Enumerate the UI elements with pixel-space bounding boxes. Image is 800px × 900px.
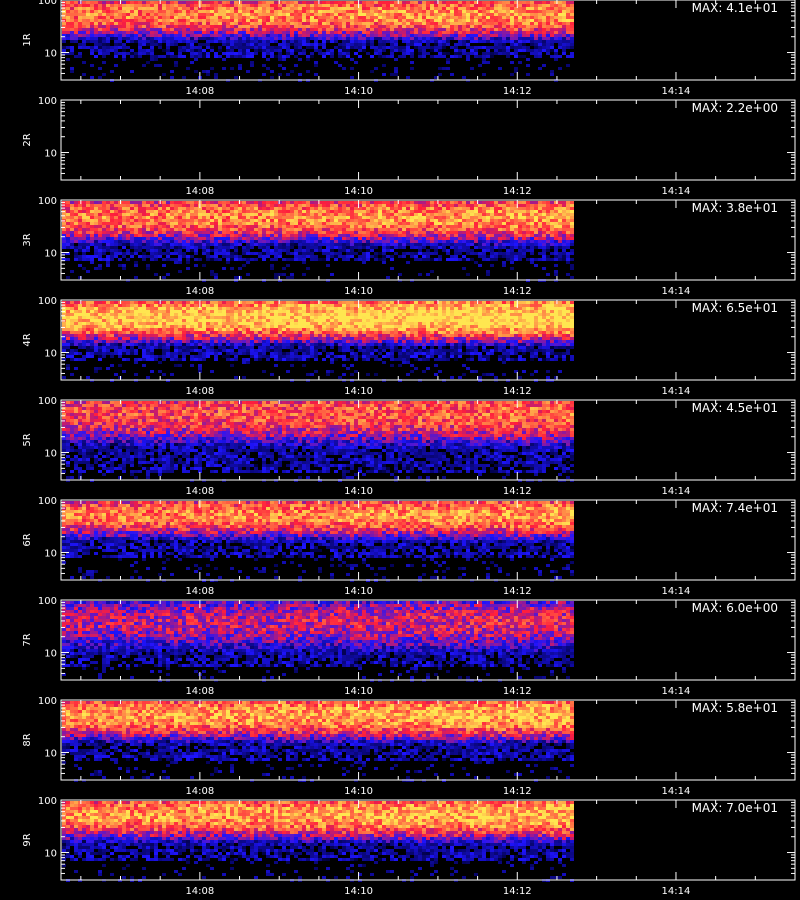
heatmap-cells xyxy=(62,301,574,382)
x-tick-label: 14:08 xyxy=(185,686,214,697)
y-tick-label: 100 xyxy=(38,96,57,107)
heatmap-cells xyxy=(62,701,574,782)
x-tick-label: 14:12 xyxy=(503,886,532,897)
x-tick-label: 14:08 xyxy=(185,886,214,897)
x-tick-label: 14:14 xyxy=(662,886,691,897)
y-axis: 10 100 xyxy=(38,96,795,180)
x-tick-label: 14:10 xyxy=(344,786,373,797)
plot-frame xyxy=(61,100,795,180)
x-tick-label: 14:10 xyxy=(344,286,373,297)
max-label: MAX: 7.4e+01 xyxy=(692,501,778,515)
y-tick-label: 100 xyxy=(38,596,57,607)
panel-2: 10 100 14:08 14:10 14:12 14:14 2R MAX: 2.2e+00 xyxy=(22,96,795,197)
heatmap-cells xyxy=(62,1,574,82)
y-tick-label: 10 xyxy=(44,749,57,760)
y-tick-label: 100 xyxy=(38,196,57,207)
panel-5: 10 100 14:08 14:10 14:12 14:14 5R MAX: 4.5e+01 xyxy=(22,396,795,497)
y-tick-label: 10 xyxy=(44,849,57,860)
panel-7: 10 100 14:08 14:10 14:12 14:14 7R MAX: 6.0e+00 xyxy=(22,596,795,697)
y-tick-label: 100 xyxy=(38,496,57,507)
x-tick-label: 14:12 xyxy=(503,186,532,197)
y-axis-label: 3R xyxy=(22,233,33,246)
panel-9: 10 100 14:08 14:10 14:12 14:14 9R MAX: 7.0e+01 xyxy=(22,796,795,897)
y-axis-label: 4R xyxy=(22,333,33,346)
y-tick-label: 100 xyxy=(38,0,57,7)
x-tick-label: 14:12 xyxy=(503,86,532,97)
y-tick-label: 100 xyxy=(38,696,57,707)
x-tick-label: 14:08 xyxy=(185,86,214,97)
heatmap-cells xyxy=(62,401,574,482)
max-label: MAX: 2.2e+00 xyxy=(692,101,778,115)
max-label: MAX: 7.0e+01 xyxy=(692,801,778,815)
max-label: MAX: 4.5e+01 xyxy=(692,401,778,415)
x-tick-label: 14:10 xyxy=(344,886,373,897)
x-tick-label: 14:08 xyxy=(185,786,214,797)
x-tick-label: 14:08 xyxy=(185,486,214,497)
panel-8: 10 100 14:08 14:10 14:12 14:14 8R MAX: 5.8e+01 xyxy=(22,696,795,797)
x-tick-label: 14:14 xyxy=(662,86,691,97)
y-axis-label: 6R xyxy=(22,533,33,546)
y-tick-label: 10 xyxy=(44,349,57,360)
y-tick-label: 10 xyxy=(44,549,57,560)
x-tick-label: 14:08 xyxy=(185,386,214,397)
x-tick-label: 14:10 xyxy=(344,186,373,197)
x-tick-label: 14:14 xyxy=(662,586,691,597)
x-tick-label: 14:08 xyxy=(185,286,214,297)
x-tick-label: 14:14 xyxy=(662,786,691,797)
x-tick-label: 14:14 xyxy=(662,486,691,497)
y-axis-label: 2R xyxy=(22,133,33,146)
y-tick-label: 10 xyxy=(44,49,57,60)
x-tick-label: 14:08 xyxy=(185,186,214,197)
y-axis-label: 8R xyxy=(22,733,33,746)
y-tick-label: 10 xyxy=(44,149,57,160)
x-tick-label: 14:12 xyxy=(503,586,532,597)
heatmap-cells xyxy=(62,801,574,882)
y-tick-label: 100 xyxy=(38,296,57,307)
x-tick-label: 14:10 xyxy=(344,586,373,597)
x-tick-label: 14:10 xyxy=(344,486,373,497)
x-axis: 14:08 14:10 14:12 14:14 xyxy=(81,100,795,197)
x-tick-label: 14:10 xyxy=(344,86,373,97)
y-axis-label: 7R xyxy=(22,633,33,646)
x-tick-label: 14:14 xyxy=(662,286,691,297)
x-tick-label: 14:10 xyxy=(344,686,373,697)
y-tick-label: 10 xyxy=(44,249,57,260)
x-tick-label: 14:12 xyxy=(503,286,532,297)
x-tick-label: 14:08 xyxy=(185,586,214,597)
panel-1: 10 100 14:08 14:10 14:12 14:14 1R MAX: 4.1e+01 xyxy=(22,0,795,97)
x-tick-label: 14:14 xyxy=(662,186,691,197)
x-tick-label: 14:12 xyxy=(503,686,532,697)
x-tick-label: 14:12 xyxy=(503,786,532,797)
max-label: MAX: 6.5e+01 xyxy=(692,301,778,315)
x-tick-label: 14:14 xyxy=(662,386,691,397)
y-axis-label: 9R xyxy=(22,833,33,846)
y-tick-label: 10 xyxy=(44,649,57,660)
x-tick-label: 14:10 xyxy=(344,386,373,397)
max-label: MAX: 5.8e+01 xyxy=(692,701,778,715)
heatmap-cells xyxy=(62,601,574,682)
panel-4: 10 100 14:08 14:10 14:12 14:14 4R MAX: 6.5e+01 xyxy=(22,296,795,397)
y-axis-label: 5R xyxy=(22,433,33,446)
heatmap-cells xyxy=(62,201,574,282)
y-axis-label: 1R xyxy=(22,33,33,46)
x-tick-label: 14:12 xyxy=(503,386,532,397)
y-tick-label: 100 xyxy=(38,396,57,407)
panel-3: 10 100 14:08 14:10 14:12 14:14 3R MAX: 3.8e+01 xyxy=(22,196,795,297)
x-tick-label: 14:14 xyxy=(662,686,691,697)
x-tick-label: 14:12 xyxy=(503,486,532,497)
y-tick-label: 10 xyxy=(44,449,57,460)
max-label: MAX: 3.8e+01 xyxy=(692,201,778,215)
panel-6: 10 100 14:08 14:10 14:12 14:14 6R MAX: 7.4e+01 xyxy=(22,496,795,597)
y-tick-label: 100 xyxy=(38,796,57,807)
max-label: MAX: 6.0e+00 xyxy=(692,601,778,615)
heatmap-cells xyxy=(62,501,574,582)
max-label: MAX: 4.1e+01 xyxy=(692,1,778,15)
